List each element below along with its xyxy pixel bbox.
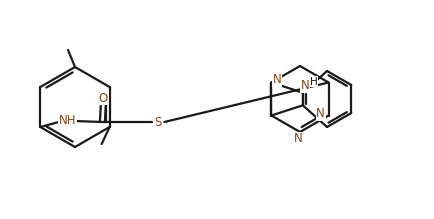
Text: H: H <box>309 77 317 87</box>
Text: S: S <box>155 115 162 129</box>
Text: N: N <box>273 73 281 86</box>
Text: NH: NH <box>59 113 76 127</box>
Text: O: O <box>99 92 108 104</box>
Text: N: N <box>293 132 302 145</box>
Text: N: N <box>300 79 309 92</box>
Text: N: N <box>316 107 324 120</box>
